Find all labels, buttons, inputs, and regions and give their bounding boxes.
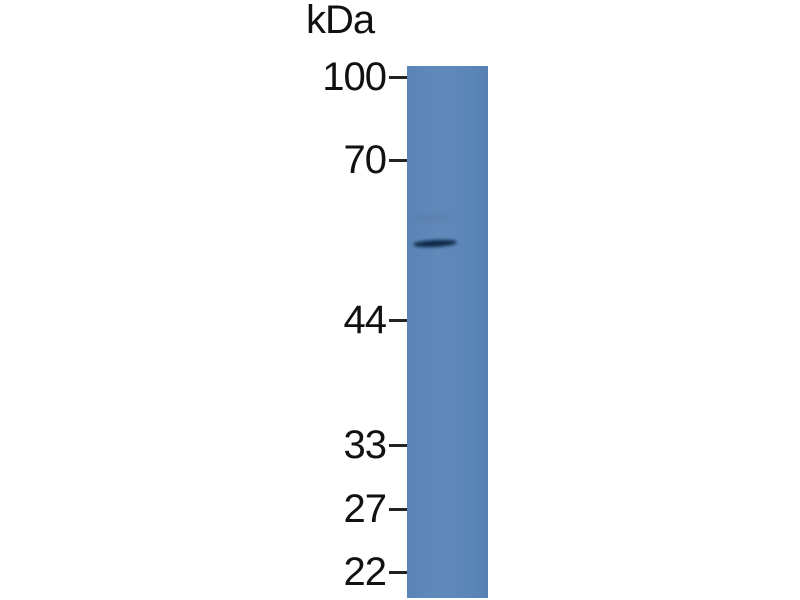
marker-label-100: 100 <box>322 55 387 99</box>
marker-tick-100 <box>389 76 407 79</box>
marker-tick-27 <box>389 508 407 511</box>
marker-tick-44 <box>389 319 407 322</box>
marker-label-33: 33 <box>343 423 388 467</box>
marker-label-27: 27 <box>343 487 388 531</box>
marker-label-44: 44 <box>343 298 388 342</box>
marker-label-70: 70 <box>343 138 388 182</box>
protein-band <box>412 238 458 249</box>
faint-band <box>415 215 451 221</box>
blot-lane <box>407 66 488 598</box>
marker-tick-70 <box>389 159 407 162</box>
marker-label-22: 22 <box>343 550 388 594</box>
unit-label: kDa <box>306 0 375 42</box>
marker-tick-33 <box>389 444 407 447</box>
marker-tick-22 <box>389 571 407 574</box>
